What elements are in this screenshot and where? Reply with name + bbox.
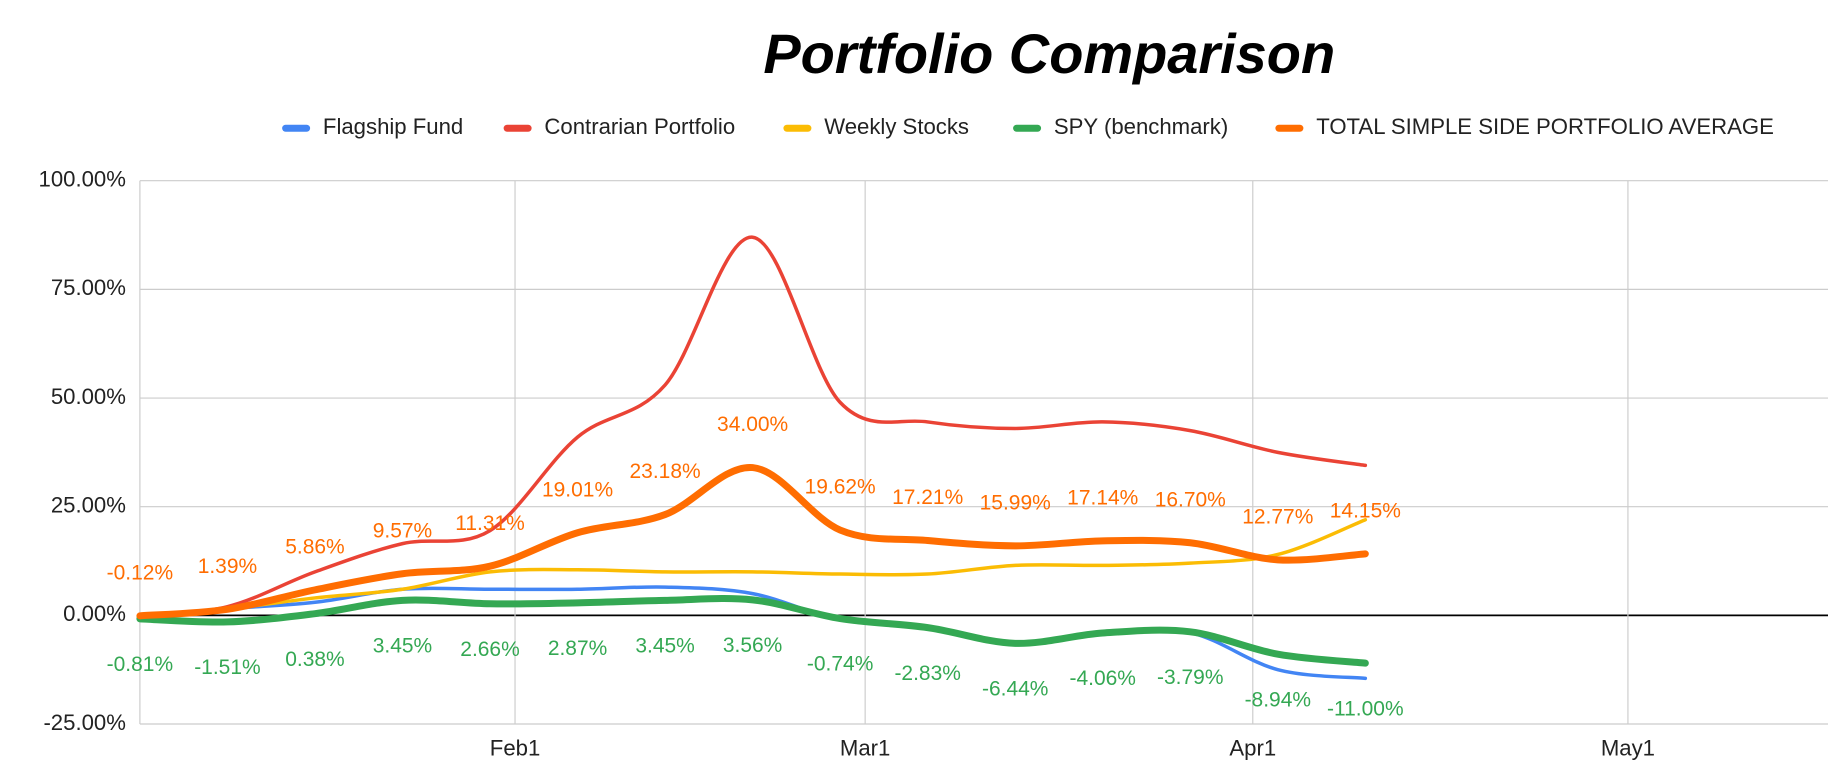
- data-label: 16.70%: [1155, 488, 1226, 511]
- data-label: 5.86%: [285, 535, 344, 558]
- data-label: -2.83%: [894, 662, 960, 685]
- legend-label: Contrarian Portfolio: [544, 114, 735, 139]
- data-label: 1.39%: [198, 555, 257, 578]
- series-line: [136, 595, 1369, 667]
- data-label: 9.57%: [373, 519, 432, 542]
- y-tick-label: 75.00%: [51, 275, 126, 300]
- data-label: 17.14%: [1067, 486, 1138, 509]
- y-tick-label: -25.00%: [43, 710, 125, 735]
- data-label: 2.66%: [460, 638, 519, 661]
- y-tick-label: 0.00%: [63, 601, 126, 626]
- data-label: 2.87%: [548, 637, 607, 660]
- legend-label: TOTAL SIMPLE SIDE PORTFOLIO AVERAGE: [1316, 114, 1774, 139]
- series-line: [136, 464, 1369, 620]
- x-tick-label: Mar1: [840, 735, 890, 760]
- data-label: -6.44%: [982, 678, 1048, 701]
- series-line: [138, 517, 1368, 618]
- chart-title: Portfolio Comparison: [763, 22, 1335, 85]
- x-tick-label: Apr1: [1229, 735, 1276, 760]
- data-label: 17.21%: [892, 486, 963, 509]
- y-tick-label: 25.00%: [51, 493, 126, 518]
- data-label: 3.56%: [723, 634, 782, 657]
- data-label: 34.00%: [717, 413, 788, 436]
- data-label: -1.51%: [194, 656, 260, 679]
- data-label: 19.01%: [542, 478, 613, 501]
- data-label: -0.81%: [107, 653, 173, 676]
- y-tick-label: 100.00%: [39, 167, 126, 192]
- data-label: 23.18%: [630, 460, 701, 483]
- data-label: -0.74%: [807, 653, 873, 676]
- data-label: -11.00%: [1327, 697, 1404, 720]
- y-tick-label: 50.00%: [51, 384, 126, 409]
- data-label: -0.12%: [107, 561, 173, 584]
- series-line: [138, 235, 1368, 618]
- data-label: 14.15%: [1330, 499, 1401, 522]
- data-label: 0.38%: [285, 648, 344, 671]
- legend-label: SPY (benchmark): [1054, 114, 1228, 139]
- legend-label: Flagship Fund: [323, 114, 463, 139]
- x-tick-label: May1: [1601, 735, 1655, 760]
- data-label: 15.99%: [980, 491, 1051, 514]
- data-label: -3.79%: [1157, 666, 1223, 689]
- legend-label: Weekly Stocks: [824, 114, 969, 139]
- data-label: 19.62%: [805, 476, 876, 499]
- data-label: 3.45%: [635, 635, 694, 658]
- data-label: -8.94%: [1245, 688, 1311, 711]
- data-label: 11.31%: [455, 512, 525, 535]
- x-tick-label: Feb1: [490, 735, 540, 760]
- data-label: 12.77%: [1242, 505, 1313, 528]
- data-label: 3.45%: [373, 635, 432, 658]
- data-label: -4.06%: [1070, 667, 1136, 690]
